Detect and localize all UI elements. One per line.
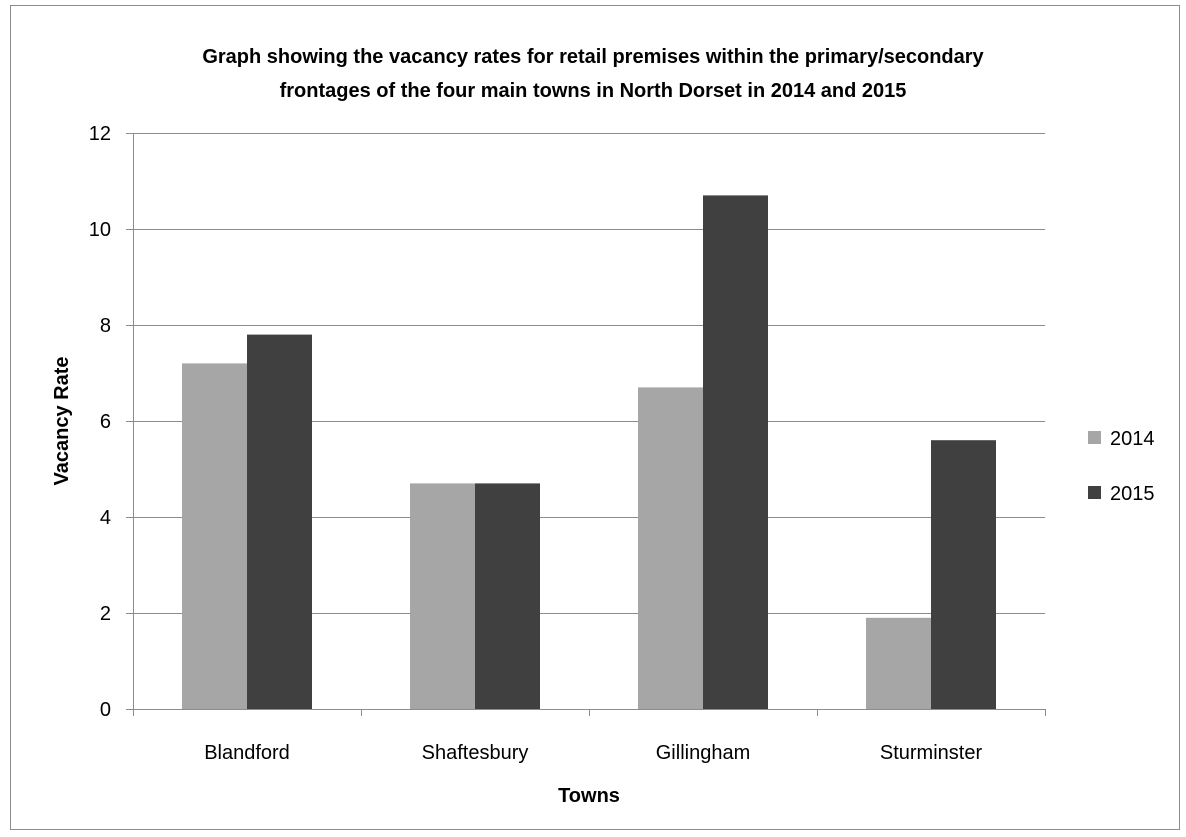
chart-title-line-1: Graph showing the vacancy rates for reta…: [202, 46, 984, 68]
legend-label: 2014: [1110, 428, 1155, 450]
bar-gillingham-2014: [638, 387, 703, 709]
x-tick-labels: Blandford Shaftesbury Gillingham Sturminste…: [204, 742, 982, 764]
bar-sturminster-2014: [866, 617, 931, 709]
x-tick-label: Sturminster: [880, 742, 983, 764]
chart-title-line-2: frontages of the four main towns in Nort…: [279, 80, 907, 102]
legend-swatch-2014: [1088, 431, 1101, 444]
y-tick-labels: 0 2 4 6 8 10 12: [89, 123, 111, 721]
bars: [182, 195, 996, 709]
y-tick-label: 6: [100, 411, 111, 433]
y-tick-label: 0: [100, 699, 111, 721]
legend-swatch-2015: [1088, 486, 1101, 499]
bar-blandford-2014: [182, 363, 247, 709]
x-tick-label: Gillingham: [656, 742, 750, 764]
y-tick-label: 8: [100, 315, 111, 337]
x-tick-label: Shaftesbury: [422, 742, 529, 764]
chart-title: Graph showing the vacancy rates for reta…: [0, 40, 1186, 108]
legend-label: 2015: [1110, 483, 1155, 505]
bar-blandford-2015: [247, 334, 312, 709]
x-tick-label: Blandford: [204, 742, 290, 764]
x-axis-title: Towns: [558, 785, 620, 807]
y-tick-label: 4: [100, 507, 111, 529]
bar-shaftesbury-2015: [475, 483, 540, 709]
bar-sturminster-2015: [931, 440, 996, 709]
y-tick-label: 2: [100, 603, 111, 625]
y-axis-title: Vacancy Rate: [51, 357, 73, 486]
bar-gillingham-2015: [703, 195, 768, 709]
bar-shaftesbury-2014: [410, 483, 475, 709]
axes: [126, 133, 1046, 716]
y-tick-label: 10: [89, 219, 111, 241]
legend: 2014 2015: [1088, 428, 1155, 505]
y-tick-label: 12: [89, 123, 111, 145]
